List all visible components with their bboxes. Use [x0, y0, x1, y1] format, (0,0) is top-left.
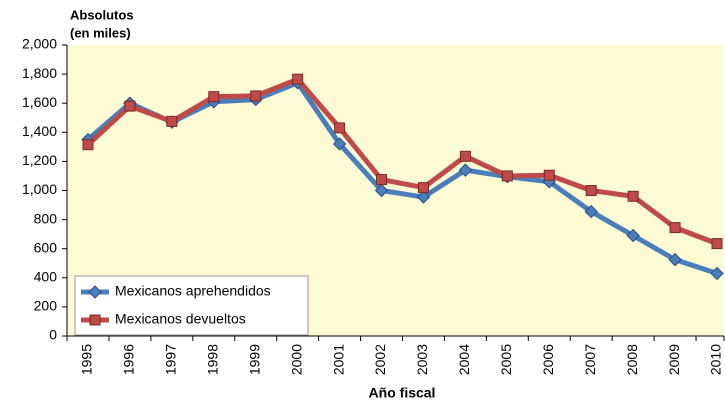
marker [88, 285, 102, 299]
marker [166, 115, 178, 127]
x-tick-label: 1997 [163, 344, 179, 375]
legend-label: Mexicanos devueltos [115, 311, 246, 327]
x-tick-label: 2008 [624, 344, 640, 375]
marker [89, 314, 101, 326]
marker [584, 204, 598, 219]
legend-box [74, 275, 309, 336]
marker [711, 238, 723, 250]
x-tick-label: 1998 [205, 344, 221, 375]
x-tick-label: 1999 [246, 344, 262, 375]
marker [458, 163, 473, 177]
x-tick-label: 2009 [666, 344, 682, 375]
y-tick-label: 200 [34, 298, 58, 314]
x-tick-label: 2004 [456, 344, 472, 375]
x-tick-label: 2000 [288, 344, 304, 375]
x-tick-label: 2002 [372, 344, 388, 375]
marker [82, 139, 94, 151]
series-line [86, 76, 718, 246]
series-line [86, 80, 718, 276]
y-tick-label: 1,000 [22, 181, 57, 197]
y-tick-label: 0 [49, 327, 57, 343]
x-tick-label: 2001 [330, 344, 346, 375]
x-tick-label: 2003 [414, 344, 430, 375]
marker [124, 100, 136, 112]
marker [416, 190, 431, 204]
x-tick-label: 2005 [498, 344, 514, 375]
marker [627, 190, 639, 202]
marker [332, 137, 347, 151]
y-axis-label: Absolutos [70, 7, 134, 22]
legend-label: Mexicanos aprehendidos [115, 283, 271, 299]
x-axis-label: Año fiscal [369, 385, 436, 401]
x-tick-label: 1996 [121, 344, 137, 375]
marker [459, 150, 471, 162]
y-tick-label: 800 [34, 210, 58, 226]
marker [626, 228, 640, 243]
y-tick-label: 2,000 [22, 36, 57, 52]
y-tick-label: 1,800 [22, 65, 57, 81]
y-tick-label: 1,200 [22, 152, 57, 168]
y-tick-label: 400 [34, 269, 58, 285]
x-tick-label: 1995 [79, 344, 95, 375]
marker [334, 122, 346, 134]
marker [710, 266, 724, 281]
marker [543, 169, 555, 181]
y-axis-label: (en miles) [70, 25, 131, 40]
marker [668, 252, 682, 267]
y-tick-label: 1,400 [22, 123, 57, 139]
x-tick-label: 2010 [708, 344, 724, 375]
marker [585, 185, 597, 196]
marker [669, 222, 681, 234]
marker [374, 183, 389, 198]
marker [250, 90, 262, 102]
marker [376, 174, 388, 186]
x-tick-label: 2007 [582, 344, 598, 375]
marker [417, 182, 429, 194]
y-tick-label: 1,600 [22, 94, 57, 110]
marker [292, 73, 304, 85]
marker [208, 91, 220, 103]
marker [501, 170, 513, 182]
x-tick-label: 2006 [540, 344, 556, 375]
y-tick-label: 600 [34, 239, 58, 255]
